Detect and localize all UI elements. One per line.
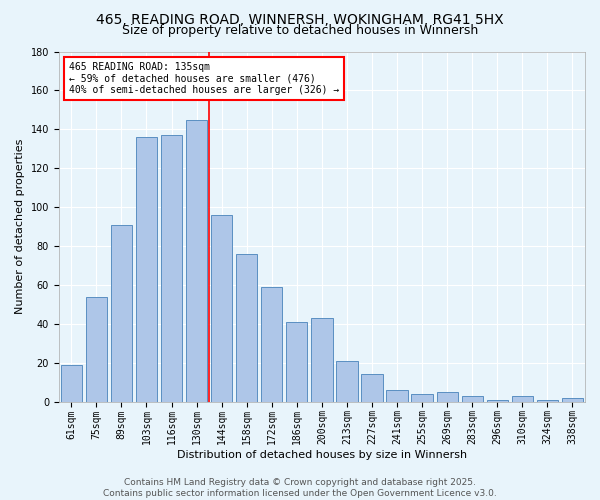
Bar (136, 137, 157, 402)
X-axis label: Distribution of detached houses by size in Winnersh: Distribution of detached houses by size … (177, 450, 467, 460)
Bar (336, 360, 358, 402)
Bar (61, 364, 82, 402)
Text: 465, READING ROAD, WINNERSH, WOKINGHAM, RG41 5HX: 465, READING ROAD, WINNERSH, WOKINGHAM, … (96, 12, 504, 26)
Bar (512, 396, 533, 402)
Bar (86, 296, 107, 402)
Bar (537, 400, 558, 402)
Bar (487, 400, 508, 402)
Y-axis label: Number of detached properties: Number of detached properties (15, 139, 25, 314)
Bar (412, 394, 433, 402)
Bar (211, 215, 232, 402)
Bar (236, 254, 257, 402)
Bar (311, 318, 332, 402)
Bar (437, 392, 458, 402)
Bar (461, 396, 483, 402)
Text: Size of property relative to detached houses in Winnersh: Size of property relative to detached ho… (122, 24, 478, 37)
Bar (261, 287, 283, 402)
Text: 465 READING ROAD: 135sqm
← 59% of detached houses are smaller (476)
40% of semi-: 465 READING ROAD: 135sqm ← 59% of detach… (70, 62, 340, 95)
Bar (361, 374, 383, 402)
Bar (286, 322, 307, 402)
Bar (111, 224, 132, 402)
Bar (161, 135, 182, 402)
Bar (186, 120, 207, 402)
Text: Contains HM Land Registry data © Crown copyright and database right 2025.
Contai: Contains HM Land Registry data © Crown c… (103, 478, 497, 498)
Bar (562, 398, 583, 402)
Bar (386, 390, 408, 402)
